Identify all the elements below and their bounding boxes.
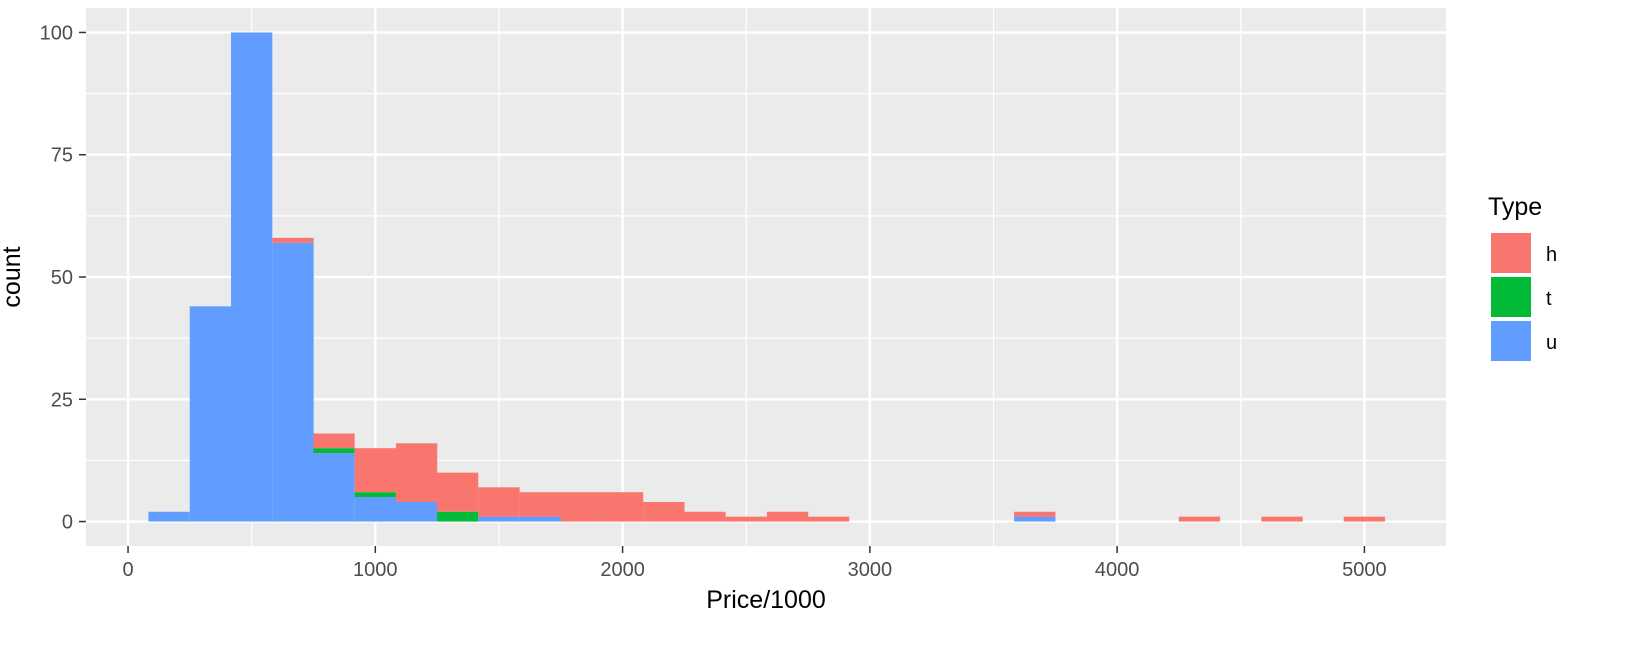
y-tick-label: 100 — [40, 22, 73, 44]
legend-items: htu — [1489, 231, 1557, 363]
y-tick-label: 50 — [51, 267, 73, 289]
bar-h — [560, 492, 602, 522]
y-tick-label: 75 — [51, 145, 73, 167]
bar-t — [313, 448, 355, 454]
bar-h — [766, 511, 809, 522]
legend-key-h — [1489, 231, 1533, 275]
bar-h — [437, 472, 479, 512]
x-tick-label: 0 — [122, 559, 133, 581]
bar-u — [272, 242, 314, 522]
x-tick-label: 3000 — [848, 559, 893, 581]
bar-h — [478, 487, 520, 517]
legend: Type htu — [1488, 193, 1557, 363]
bar-t — [437, 511, 479, 522]
bar-u — [148, 511, 190, 522]
y-tick-label: 25 — [51, 389, 73, 411]
bar-t — [354, 492, 396, 498]
legend-label-u: u — [1546, 332, 1557, 354]
bar-h — [272, 237, 314, 243]
bar-h — [395, 443, 438, 502]
bar-h — [684, 511, 726, 522]
bar-u — [313, 453, 355, 522]
bar-h — [1261, 516, 1303, 522]
legend-label-h: h — [1546, 244, 1557, 266]
bar-h — [519, 492, 561, 517]
histogram-bars — [148, 32, 1386, 522]
bar-u — [189, 306, 232, 522]
legend-label-t: t — [1546, 288, 1552, 310]
legend-key-t — [1489, 275, 1533, 319]
bar-u — [519, 516, 561, 522]
bar-h — [601, 492, 644, 522]
legend-key-u — [1489, 319, 1533, 363]
x-axis: 0 1000 2000 3000 4000 5000 — [122, 546, 1387, 581]
bar-h — [313, 433, 355, 449]
bar-u — [478, 516, 520, 522]
bar-h — [725, 516, 767, 522]
x-tick-label: 4000 — [1095, 559, 1140, 581]
y-axis-title: count — [0, 246, 26, 307]
y-tick-label: 0 — [62, 512, 73, 534]
bar-u — [354, 497, 396, 522]
bar-h — [1014, 511, 1056, 517]
bar-u — [231, 32, 273, 522]
bar-u — [1014, 516, 1056, 522]
y-axis: 0 25 50 75 100 — [40, 22, 86, 534]
bar-u — [395, 501, 438, 522]
legend-title: Type — [1488, 193, 1542, 221]
bar-h — [807, 516, 850, 522]
bar-h — [1343, 516, 1386, 522]
bar-h — [354, 448, 396, 493]
x-tick-label: 2000 — [600, 559, 645, 581]
bar-h — [1178, 516, 1221, 522]
bar-h — [643, 501, 685, 522]
x-tick-label: 1000 — [353, 559, 398, 581]
x-tick-label: 5000 — [1342, 559, 1387, 581]
x-axis-title: Price/1000 — [706, 586, 826, 614]
